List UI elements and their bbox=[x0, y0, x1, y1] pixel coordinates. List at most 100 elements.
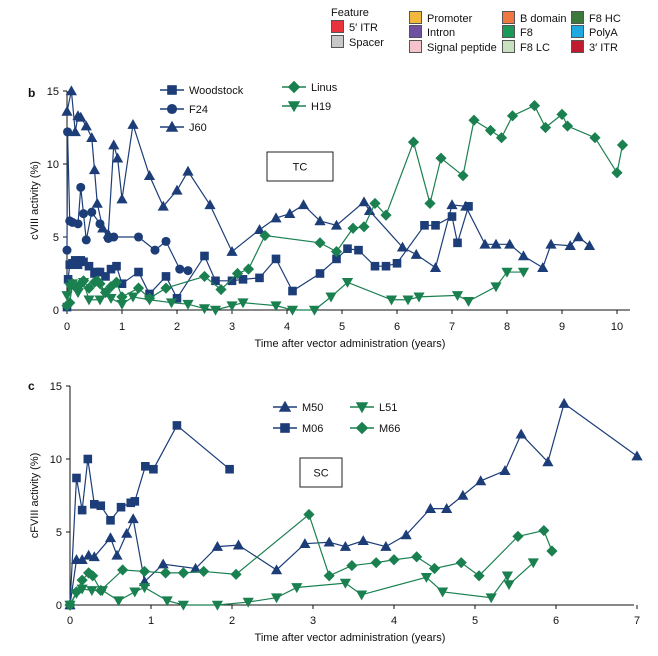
triangle-down-marker bbox=[177, 600, 189, 611]
triangle-up-marker bbox=[278, 400, 292, 412]
triangle-down-marker bbox=[237, 298, 249, 309]
square-marker bbox=[106, 264, 116, 274]
diamond-marker bbox=[323, 570, 335, 582]
square-marker bbox=[90, 499, 99, 509]
x-tick-label: 7 bbox=[449, 321, 455, 333]
triangle-down-marker bbox=[437, 587, 449, 598]
square-marker bbox=[106, 516, 115, 525]
triangle-down-marker bbox=[242, 597, 254, 608]
legend-label: M06 bbox=[302, 423, 323, 435]
diamond-marker bbox=[230, 568, 242, 580]
diamond-marker bbox=[347, 222, 359, 234]
triangle-up-marker bbox=[490, 238, 502, 249]
square-marker bbox=[130, 497, 140, 506]
triangle-up-marker bbox=[69, 126, 81, 137]
square-marker bbox=[381, 261, 391, 271]
triangle-down-marker bbox=[308, 305, 321, 316]
legend-label: M50 bbox=[302, 402, 323, 414]
x-tick-label: 2 bbox=[174, 321, 180, 333]
square-marker bbox=[101, 272, 110, 281]
diamond-marker bbox=[589, 132, 601, 144]
triangle-up-marker bbox=[253, 224, 266, 234]
circle-marker bbox=[161, 236, 171, 246]
feature-legend-item: B domain bbox=[502, 11, 566, 25]
triangle-up-marker bbox=[182, 165, 194, 176]
panel-letter: b bbox=[28, 86, 35, 100]
triangle-down-marker bbox=[490, 282, 502, 293]
square-marker bbox=[134, 267, 143, 277]
triangle-down-marker bbox=[182, 299, 194, 310]
triangle-up-marker bbox=[323, 536, 335, 547]
square-marker bbox=[96, 501, 106, 511]
feature-label: F8 LC bbox=[520, 42, 550, 54]
triangle-down-marker bbox=[270, 593, 283, 604]
triangle-up-marker bbox=[143, 170, 156, 180]
feature-swatch bbox=[571, 25, 584, 38]
y-tick-label: 5 bbox=[56, 527, 62, 539]
series-m66 bbox=[64, 508, 558, 611]
circle-marker bbox=[81, 235, 91, 245]
triangle-down-marker bbox=[138, 583, 151, 594]
triangle-down-marker bbox=[116, 299, 128, 310]
feature-label: 3′ ITR bbox=[589, 42, 618, 54]
triangle-down-marker bbox=[61, 291, 73, 301]
legend-label: L51 bbox=[379, 402, 397, 414]
triangle-down-marker bbox=[501, 571, 513, 582]
x-tick-label: 5 bbox=[472, 615, 478, 627]
triangle-down-marker bbox=[165, 298, 178, 309]
triangle-down-marker bbox=[402, 295, 414, 306]
triangle-down-marker bbox=[270, 301, 282, 312]
series-m06 bbox=[65, 421, 234, 610]
circle-marker bbox=[78, 209, 89, 219]
diamond-marker bbox=[528, 100, 541, 112]
feature-swatch bbox=[331, 20, 344, 33]
square-marker bbox=[200, 251, 209, 261]
diamond-marker bbox=[330, 246, 343, 258]
legend-label: Woodstock bbox=[189, 85, 244, 97]
diamond-marker bbox=[407, 136, 420, 148]
feature-legend-item: Intron bbox=[409, 25, 455, 39]
triangle-up-marker bbox=[410, 248, 422, 259]
diamond-marker bbox=[138, 565, 151, 578]
triangle-up-marker bbox=[457, 489, 469, 500]
square-marker bbox=[83, 454, 93, 464]
diamond-marker bbox=[75, 278, 87, 290]
feature-label: Promoter bbox=[427, 13, 473, 25]
legend-item-m50: M50 bbox=[273, 400, 323, 414]
triangle-down-marker bbox=[287, 101, 301, 113]
triangle-up-marker bbox=[441, 503, 453, 513]
triangle-up-marker bbox=[572, 231, 585, 242]
triangle-up-marker bbox=[97, 222, 109, 233]
diamond-marker bbox=[424, 197, 436, 210]
triangle-down-marker bbox=[72, 288, 84, 299]
legend-item-l51: L51 bbox=[350, 402, 397, 414]
square-marker bbox=[79, 257, 88, 267]
triangle-up-marker bbox=[270, 564, 283, 575]
triangle-up-marker bbox=[76, 554, 88, 565]
diamond-marker bbox=[455, 557, 467, 569]
diamond-marker bbox=[546, 545, 558, 557]
triangle-down-marker bbox=[113, 596, 125, 607]
square-marker bbox=[255, 273, 264, 283]
diamond-marker bbox=[160, 282, 172, 294]
series-l51 bbox=[64, 558, 539, 611]
series-line bbox=[66, 206, 470, 308]
feature-legend-item: 5′ ITR bbox=[331, 20, 378, 34]
triangle-down-marker bbox=[127, 292, 139, 303]
square-marker bbox=[172, 294, 182, 303]
circle-marker bbox=[62, 245, 72, 255]
triangle-down-marker bbox=[83, 295, 95, 306]
diamond-marker bbox=[561, 120, 574, 132]
triangle-up-marker bbox=[284, 208, 296, 218]
triangle-up-marker bbox=[314, 215, 326, 226]
x-tick-label: 1 bbox=[148, 615, 154, 627]
triangle-up-marker bbox=[157, 200, 169, 211]
x-tick-label: 3 bbox=[310, 615, 316, 627]
diamond-marker bbox=[110, 276, 123, 288]
y-axis-label: cFVIII activity (%) bbox=[29, 453, 41, 539]
triangle-up-marker bbox=[80, 120, 92, 131]
legend-item-linus: Linus bbox=[282, 80, 338, 94]
triangle-up-marker bbox=[358, 196, 370, 207]
triangle-down-marker bbox=[99, 288, 112, 299]
